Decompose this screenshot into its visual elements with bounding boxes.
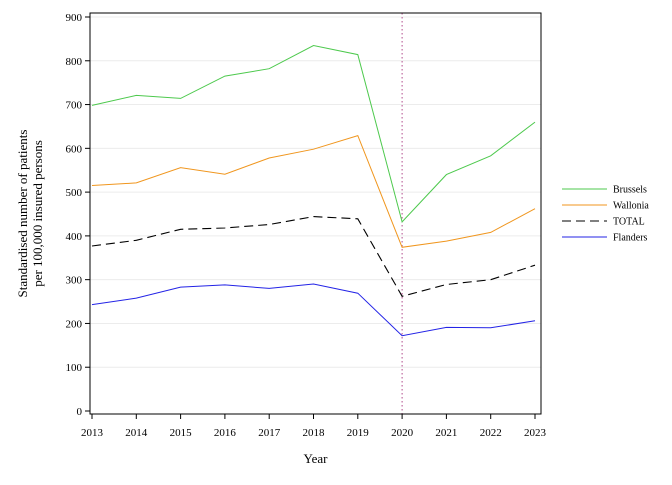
y-axis: 0 100 200 300 400 500 600 700 800 900 bbox=[66, 12, 90, 418]
legend: Brussels Wallonia TOTAL Flanders bbox=[562, 185, 649, 244]
series-lines bbox=[91, 44, 536, 337]
y-tick-label: 300 bbox=[66, 275, 83, 287]
y-tick-label: 600 bbox=[66, 143, 83, 155]
legend-label-wallonia: Wallonia bbox=[613, 201, 649, 212]
y-axis-title-line: Standardised number of patients bbox=[15, 130, 30, 298]
x-tick-label: 2016 bbox=[214, 427, 237, 439]
x-tick-label: 2021 bbox=[435, 427, 457, 439]
gridlines bbox=[90, 16, 541, 368]
x-axis: 2013 2014 2015 2016 2017 2018 2019 2020 2021 2022… bbox=[81, 414, 547, 439]
y-tick-label: 700 bbox=[66, 100, 83, 112]
x-tick-label: 2023 bbox=[524, 427, 547, 439]
x-tick-label: 2018 bbox=[303, 427, 326, 439]
y-tick-label: 400 bbox=[66, 231, 83, 243]
y-tick-label: 500 bbox=[66, 187, 83, 199]
y-tick-label: 100 bbox=[66, 362, 83, 374]
x-axis-title: Year bbox=[304, 451, 329, 466]
plot-frame bbox=[89, 12, 542, 415]
x-tick-label: 2022 bbox=[480, 427, 502, 439]
legend-label-brussels: Brussels bbox=[613, 185, 647, 196]
x-tick-label: 2020 bbox=[391, 427, 414, 439]
legend-label-flanders: Flanders bbox=[613, 233, 648, 244]
y-tick-label: 0 bbox=[77, 406, 83, 418]
x-tick-label: 2013 bbox=[81, 427, 104, 439]
x-tick-label: 2017 bbox=[258, 427, 281, 439]
x-tick-label: 2014 bbox=[125, 427, 148, 439]
x-tick-label: 2015 bbox=[170, 427, 193, 439]
series-line-flanders bbox=[91, 283, 536, 337]
legend-label-total: TOTAL bbox=[613, 217, 645, 228]
y-axis-title: Standardised number of patientsper 100,0… bbox=[15, 130, 45, 298]
y-tick-label: 200 bbox=[66, 318, 83, 330]
x-tick-label: 2019 bbox=[347, 427, 370, 439]
y-axis-title-line: per 100,000 insured persons bbox=[30, 140, 45, 287]
series-line-total bbox=[91, 216, 536, 297]
y-tick-label: 800 bbox=[66, 56, 83, 68]
series-line-wallonia bbox=[91, 134, 536, 248]
y-tick-label: 900 bbox=[66, 12, 83, 24]
series-line-brussels bbox=[91, 44, 536, 223]
